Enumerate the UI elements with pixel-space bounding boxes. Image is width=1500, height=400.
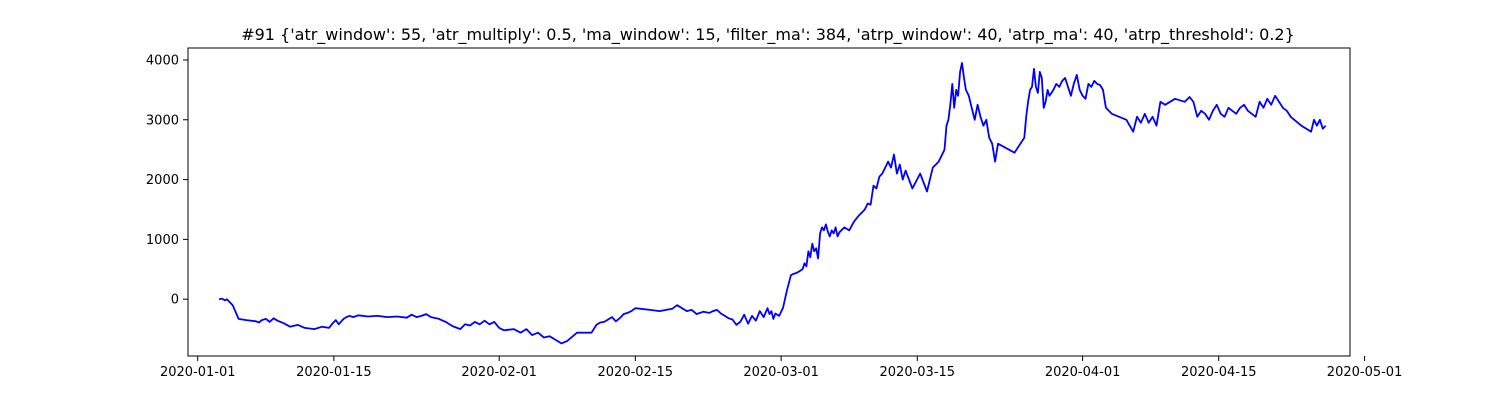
- series-line-pnl: [218, 62, 1327, 345]
- x-tick-label: 2020-05-01: [1327, 365, 1403, 380]
- y-tick-label: 0: [171, 293, 179, 308]
- y-tick-label: 2000: [146, 173, 179, 188]
- chart-title: #91 {'atr_window': 55, 'atr_multiply': 0…: [241, 25, 1295, 45]
- plot-area-frame: [187, 47, 1351, 357]
- y-axis: 0 1000 2000 3000 4000: [146, 53, 188, 308]
- x-tick-label: 2020-01-01: [160, 365, 236, 380]
- x-tick-label: 2020-02-01: [461, 365, 537, 380]
- x-tick-label: 2020-02-15: [598, 365, 674, 380]
- x-tick-label: 2020-01-15: [296, 365, 372, 380]
- y-tick-label: 3000: [146, 113, 179, 128]
- x-axis: 2020-01-01 2020-01-15 2020-02-01 2020-02-15…: [160, 356, 1402, 380]
- y-tick-label: 4000: [146, 53, 179, 68]
- x-tick-label: 2020-04-15: [1181, 365, 1257, 380]
- x-tick-label: 2020-03-15: [880, 365, 956, 380]
- x-tick-label: 2020-03-01: [743, 365, 819, 380]
- x-tick-label: 2020-04-01: [1045, 365, 1121, 380]
- y-tick-label: 1000: [146, 233, 179, 248]
